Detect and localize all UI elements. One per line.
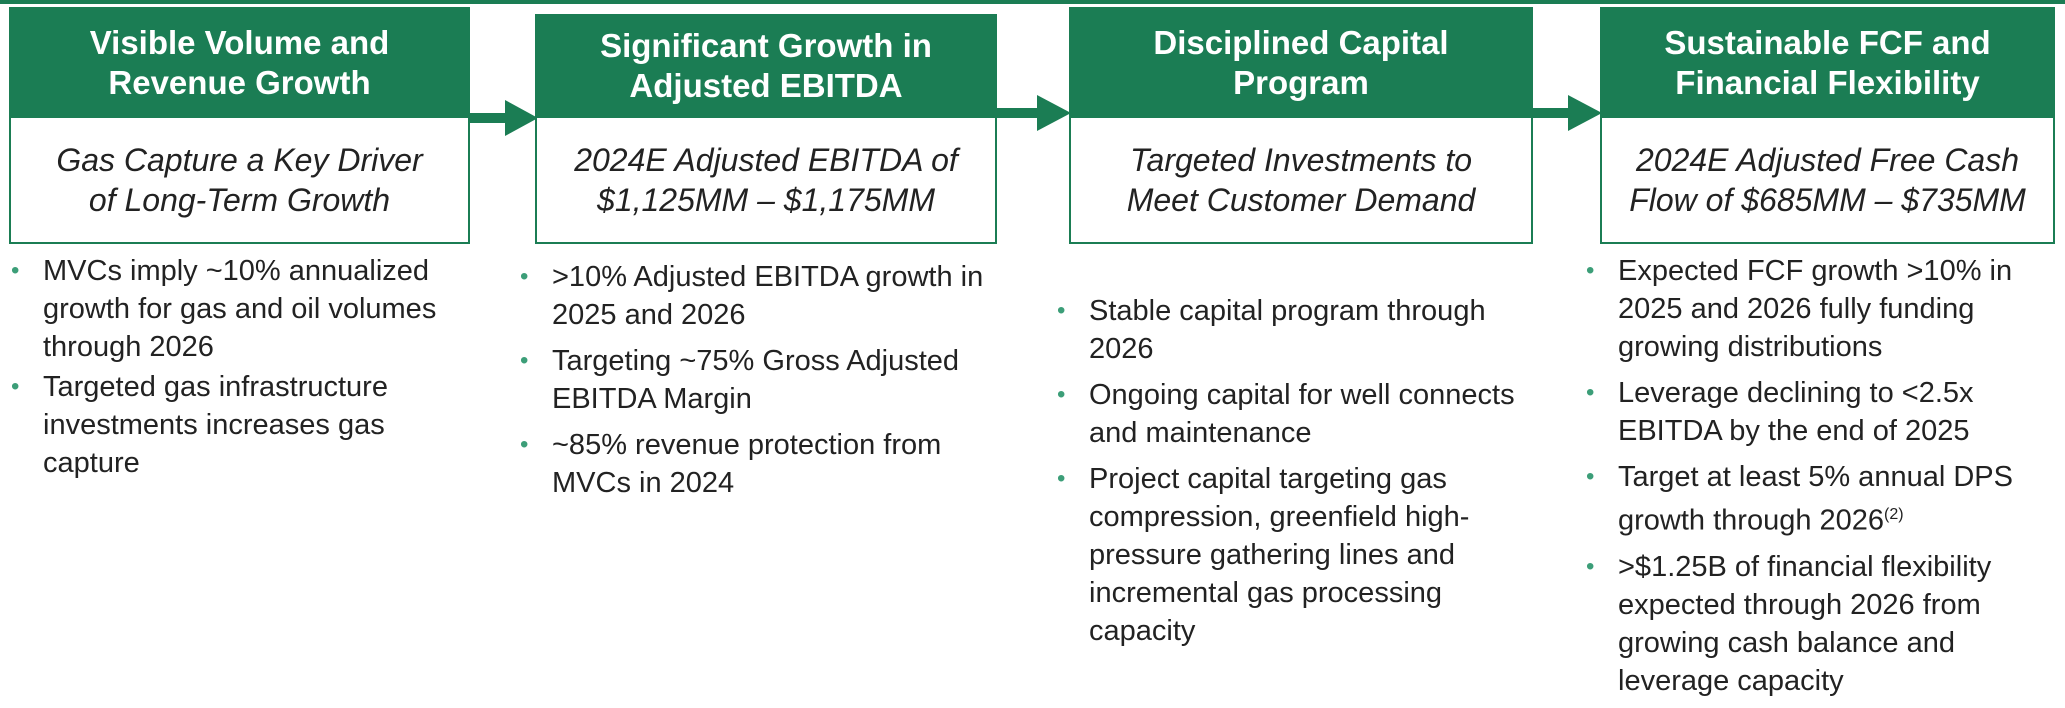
- bullet: ~85% revenue protection from MVCs in 202…: [520, 426, 1005, 502]
- bullet-text: Leverage declining to <2.5x EBITDA by th…: [1618, 377, 1974, 447]
- bullet: Leverage declining to <2.5x EBITDA by th…: [1586, 374, 2063, 450]
- bullet: Ongoing capital for well connects and ma…: [1057, 376, 1541, 452]
- title-line: Disciplined Capital: [1153, 24, 1449, 61]
- bullet: Stable capital program through 2026: [1057, 292, 1541, 368]
- bullet: >10% Adjusted EBITDA growth in 2025 and …: [520, 258, 1005, 334]
- column-header: Disciplined Capital Program Targeted Inves…: [1069, 7, 1533, 244]
- column-header: Visible Volume and Revenue Growth Gas Capt…: [9, 7, 470, 244]
- subtitle-line: 2024E Adjusted Free Cash: [1635, 142, 2020, 178]
- subtitle-line: $1,125MM – $1,175MM: [597, 182, 935, 218]
- title: Disciplined Capital Program: [1069, 7, 1533, 118]
- title-line: Program: [1233, 64, 1369, 101]
- bullet: Expected FCF growth >10% in 2025 and 202…: [1586, 252, 2063, 366]
- title-line: Significant Growth in: [600, 27, 932, 64]
- subtitle: 2024E Adjusted EBITDA of $1,125MM – $1,17…: [535, 118, 997, 244]
- bullet-text: >$1.25B of financial flexibility expecte…: [1618, 550, 1992, 697]
- bullet: Target at least 5% annual DPS growth thr…: [1586, 458, 2063, 540]
- column-header: Sustainable FCF and Financial Flexibility…: [1600, 7, 2055, 244]
- bullet-text: >10% Adjusted EBITDA growth in 2025 and …: [552, 261, 984, 331]
- bullet-text: Project capital targeting gas compressio…: [1089, 463, 1470, 647]
- bullet-list: Expected FCF growth >10% in 2025 and 202…: [1586, 252, 2063, 708]
- bullet: >$1.25B of financial flexibility expecte…: [1586, 548, 2063, 700]
- bullet: MVCs imply ~10% annualized growth for ga…: [11, 252, 478, 366]
- title: Sustainable FCF and Financial Flexibility: [1600, 7, 2055, 118]
- bullet-list: MVCs imply ~10% annualized growth for ga…: [11, 252, 478, 484]
- bullet: Project capital targeting gas compressio…: [1057, 460, 1541, 650]
- title: Significant Growth in Adjusted EBITDA: [535, 14, 997, 118]
- subtitle: Targeted Investments to Meet Customer Dem…: [1069, 118, 1533, 244]
- title-line: Adjusted EBITDA: [629, 67, 903, 104]
- arrow: [468, 100, 538, 136]
- bullet-text: Target at least 5% annual DPS growth thr…: [1618, 461, 2013, 537]
- subtitle-line: Meet Customer Demand: [1126, 182, 1476, 218]
- bullet-text: ~85% revenue protection from MVCs in 202…: [552, 429, 942, 499]
- bullet-text: Stable capital program through 2026: [1089, 295, 1486, 365]
- arrow: [995, 95, 1071, 131]
- subtitle-line: Targeted Investments to: [1129, 142, 1473, 178]
- subtitle: 2024E Adjusted Free Cash Flow of $685MM –…: [1600, 118, 2055, 244]
- bullet-text: MVCs imply ~10% annualized growth for ga…: [43, 255, 437, 363]
- column-header: Significant Growth in Adjusted EBITDA 2024…: [535, 14, 997, 244]
- bullet-list: Stable capital program through 2026 Ongoi…: [1057, 292, 1541, 658]
- bullet: Targeted gas infrastructure investments …: [11, 368, 478, 482]
- bullet-list: >10% Adjusted EBITDA growth in 2025 and …: [520, 258, 1005, 510]
- title-line: Visible Volume and: [89, 24, 390, 61]
- subtitle-line: of Long-Term Growth: [88, 182, 391, 218]
- footnote-ref: (2): [1884, 506, 1904, 523]
- subtitle-line: 2024E Adjusted EBITDA of: [574, 142, 958, 178]
- top-rule: [0, 0, 2065, 4]
- subtitle-line: Flow of $685MM – $735MM: [1629, 182, 2026, 218]
- bullet-text: Targeted gas infrastructure investments …: [43, 371, 388, 479]
- bullet-text: Ongoing capital for well connects and ma…: [1089, 379, 1515, 449]
- title-line: Revenue Growth: [108, 64, 371, 101]
- bullet: Targeting ~75% Gross Adjusted EBITDA Mar…: [520, 342, 1005, 418]
- subtitle: Gas Capture a Key Driver of Long-Term Gro…: [9, 118, 470, 244]
- title-line: Sustainable FCF and: [1664, 24, 1991, 61]
- arrow: [1531, 95, 1602, 131]
- bullet-text: Targeting ~75% Gross Adjusted EBITDA Mar…: [552, 345, 960, 415]
- bullet-text: Expected FCF growth >10% in 2025 and 202…: [1618, 255, 2013, 363]
- title-line: Financial Flexibility: [1675, 64, 1980, 101]
- subtitle-line: Gas Capture a Key Driver: [56, 142, 423, 178]
- title: Visible Volume and Revenue Growth: [9, 7, 470, 118]
